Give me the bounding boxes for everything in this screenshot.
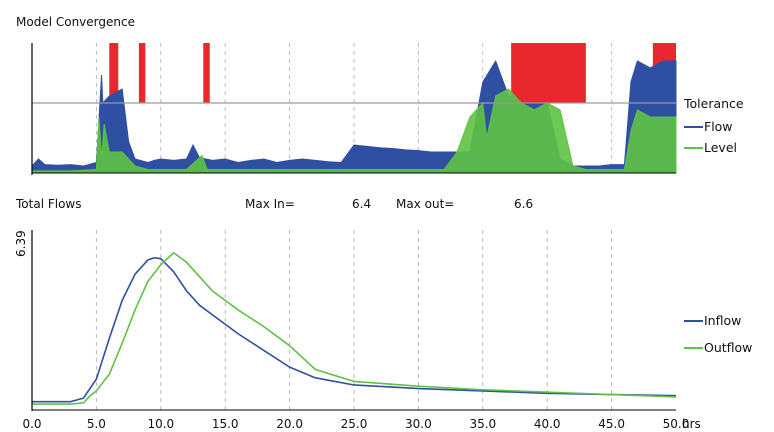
legend-label-level: Level [704, 140, 737, 155]
flows-x-ticks: 0.0 5.0 10.0 15.0 20.0 25.0 30.0 35.0 40.0 45.0 50… [22, 417, 689, 431]
convergence-title: Model Convergence [16, 15, 135, 29]
series-line-outflow [32, 251, 677, 405]
x-tick-label: 35.0 [469, 417, 496, 431]
x-tick-label: 45.0 [598, 417, 625, 431]
x-tick-label: 10.0 [147, 417, 174, 431]
total-flows-title: Total Flows [15, 197, 81, 211]
legend-item-flow: Flow [684, 119, 733, 134]
exceedance-block-3 [203, 43, 210, 103]
exceedance-block-2 [138, 43, 146, 103]
flows-ylabel: 6.39 [14, 230, 28, 257]
x-tick-label: 25.0 [341, 417, 368, 431]
convergence-legend-title: Tolerance [683, 96, 744, 111]
x-tick-label: 15.0 [212, 417, 239, 431]
legend-label-inflow: Inflow [704, 313, 741, 328]
max-in-value: 6.4 [352, 197, 371, 211]
exceedance-block-4 [511, 43, 586, 103]
flows-x-unit: hrs [682, 417, 701, 431]
convergence-exceedances [109, 43, 676, 103]
x-tick-label: 30.0 [405, 417, 432, 431]
legend-label-outflow: Outflow [704, 340, 752, 355]
max-in-label: Max In= [245, 197, 295, 211]
x-tick-label: 20.0 [276, 417, 303, 431]
max-out-label: Max out= [396, 197, 454, 211]
flows-grid [95, 230, 613, 410]
convergence-series-level [31, 88, 677, 174]
legend-item-outflow: Outflow [684, 340, 752, 355]
x-tick-label: 50.0 [663, 417, 690, 431]
convergence-series [31, 59, 677, 174]
x-tick-label: 5.0 [87, 417, 106, 431]
x-tick-label: 40.0 [534, 417, 561, 431]
max-out-value: 6.6 [514, 197, 533, 211]
x-tick-label: 0.0 [22, 417, 41, 431]
series-line-inflow [32, 256, 677, 403]
flows-series [32, 251, 677, 405]
exceedance-block-1 [109, 43, 119, 103]
legend-label-flow: Flow [704, 119, 733, 134]
legend-item-inflow: Inflow [684, 313, 741, 328]
legend-item-level: Level [684, 140, 737, 155]
